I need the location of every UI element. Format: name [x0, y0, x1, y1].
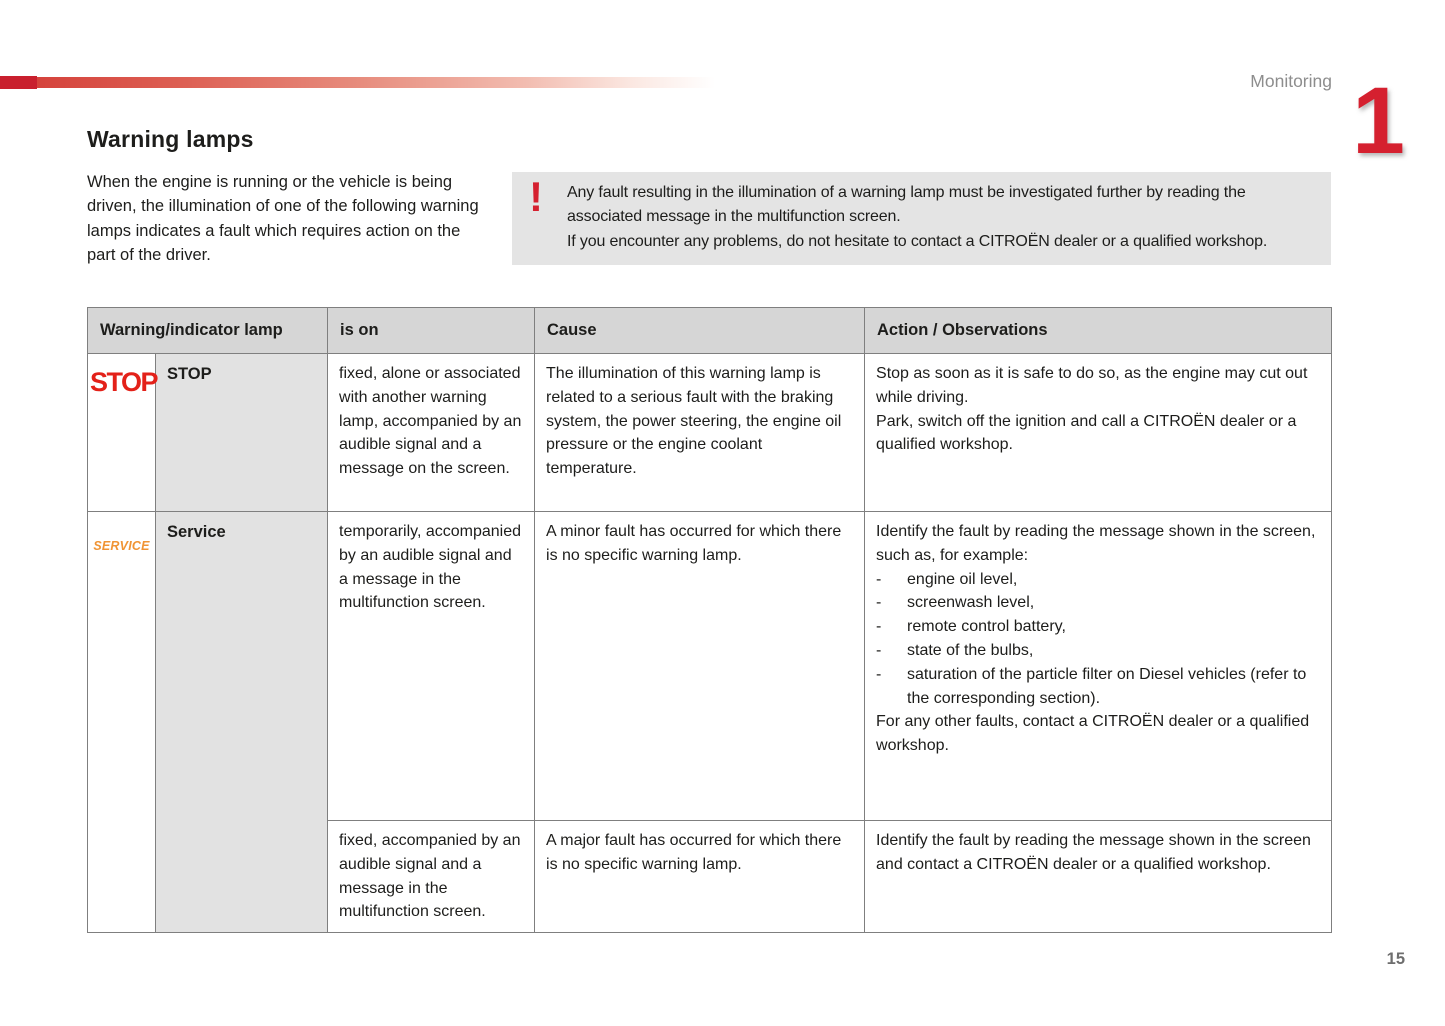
table-row-service: SERVICE Service temporarily, accompanied… [87, 510, 1333, 934]
action-intro: Identify the fault by reading the messag… [876, 523, 1316, 564]
action-cell: Identify the fault by reading the messag… [864, 511, 1333, 821]
action-line: Stop as soon as it is safe to do so, as … [876, 365, 1308, 406]
header-cause: Cause [534, 307, 866, 354]
action-list-item: - engine oil level, [876, 568, 1321, 592]
header-is-on: is on [327, 307, 536, 354]
service-lamp-icon: SERVICE [87, 510, 156, 934]
stop-lamp-icon: STOP [87, 353, 159, 512]
header-lamp: Warning/indicator lamp [86, 307, 329, 354]
warning-callout-box: ! Any fault resulting in the illuminatio… [512, 172, 1331, 265]
header-action: Action / Observations [864, 307, 1333, 354]
action-outro: For any other faults, contact a CITROËN … [876, 713, 1310, 755]
action-line: Park, switch off the ignition and call a… [876, 412, 1297, 454]
dash-bullet: - [876, 641, 882, 659]
top-red-bar-gradient [37, 77, 715, 88]
cause-cell: A major fault has occurred for which the… [534, 819, 866, 934]
action-list-item: - saturation of the particle filter on D… [876, 663, 1321, 711]
dash-bullet: - [876, 665, 882, 683]
chapter-number: 1 [1352, 68, 1405, 174]
dash-bullet: - [876, 594, 882, 612]
table-row-stop: STOP STOP fixed, alone or associated wit… [87, 353, 1333, 512]
section-label: Monitoring [1250, 71, 1332, 91]
callout-line: Any fault resulting in the illumination … [567, 184, 1246, 226]
is-on-cell: fixed, alone or associated with another … [327, 353, 536, 512]
action-list-item: - remote control battery, [876, 615, 1321, 639]
action-cell: Identify the fault by reading the messag… [864, 819, 1333, 934]
lamp-label-stop: STOP [154, 353, 329, 512]
action-list-item: - state of the bulbs, [876, 639, 1321, 663]
warning-lamps-table: Warning/indicator lamp is on Cause Actio… [86, 307, 1333, 934]
is-on-cell: fixed, accompanied by an audible signal … [327, 819, 536, 934]
dash-bullet: - [876, 618, 882, 636]
cause-cell: A minor fault has occurred for which the… [534, 511, 866, 821]
dash-bullet: - [876, 570, 882, 588]
action-cell: Stop as soon as it is safe to do so, as … [864, 353, 1333, 512]
intro-paragraph: When the engine is running or the vehicl… [87, 173, 479, 264]
lamp-label-service: Service [154, 510, 329, 934]
page-number: 15 [1386, 950, 1405, 968]
action-list-item: - screenwash level, [876, 591, 1321, 615]
top-red-bar-block [0, 76, 37, 89]
table-row-service-fixed: fixed, accompanied by an audible signal … [88, 819, 1333, 934]
table-header-row: Warning/indicator lamp is on Cause Actio… [86, 307, 1333, 354]
exclamation-icon: ! [529, 173, 543, 220]
page-title: Warning lamps [87, 126, 254, 152]
cause-cell: The illumination of this warning lamp is… [534, 353, 866, 512]
is-on-cell: temporarily, accompanied by an audible s… [327, 511, 536, 821]
callout-line: If you encounter any problems, do not he… [567, 232, 1268, 250]
